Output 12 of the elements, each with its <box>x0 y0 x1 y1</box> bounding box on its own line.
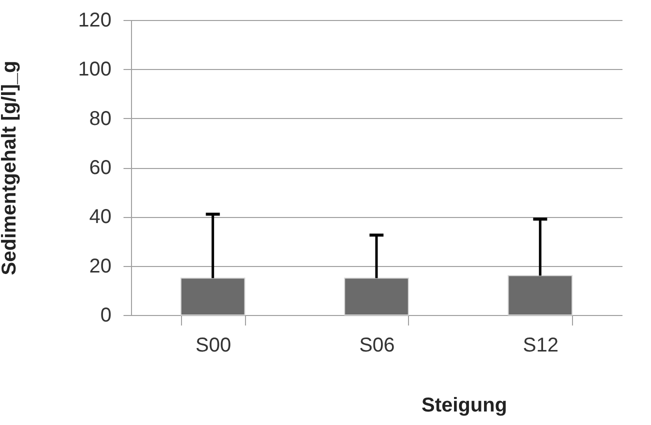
x-tick-label: S06 <box>359 334 395 356</box>
x-tick-label: S12 <box>522 334 558 356</box>
x-axis-title: Steigung <box>422 394 508 416</box>
y-tick-label: 80 <box>89 108 112 130</box>
y-tick-label: 120 <box>78 10 112 32</box>
x-tick-label: S00 <box>196 334 232 356</box>
y-tick-label: 40 <box>89 206 112 228</box>
y-tick-label: 0 <box>100 304 112 326</box>
y-tick-label: 60 <box>89 157 112 179</box>
y-tick-label: 20 <box>89 255 112 278</box>
y-axis-title: Sedimentgehalt [g/l]_g <box>0 60 20 276</box>
y-tick-label: 100 <box>78 58 112 81</box>
